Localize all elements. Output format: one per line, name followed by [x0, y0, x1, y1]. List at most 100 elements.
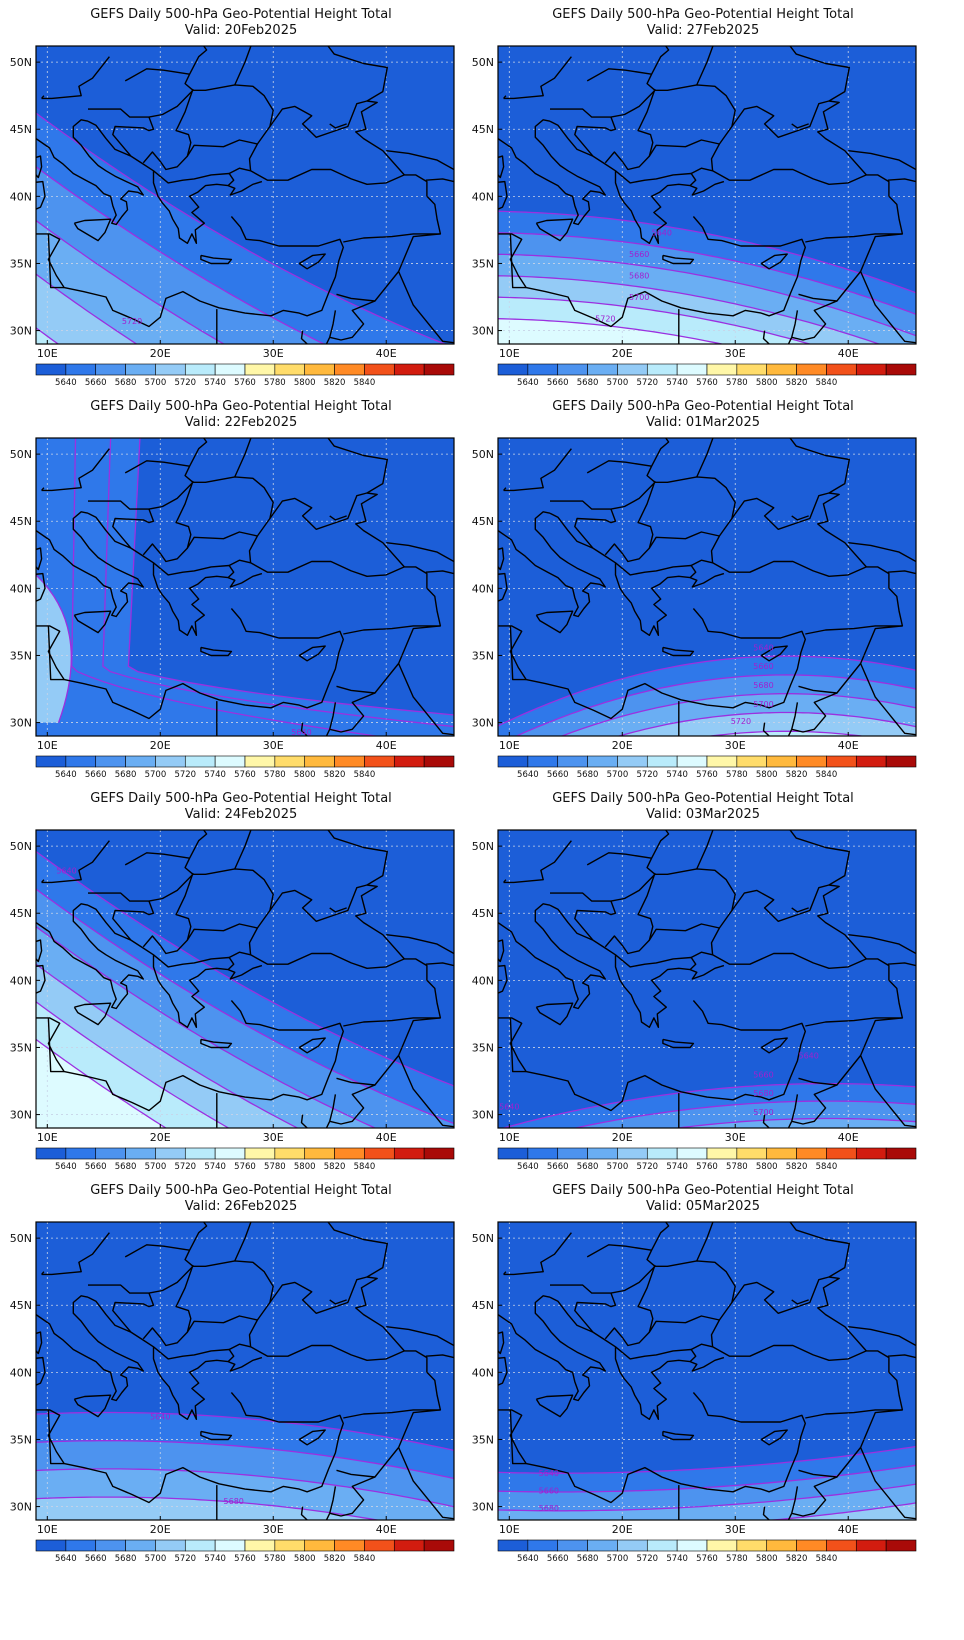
coastline	[142, 935, 188, 955]
contour-label: 5680	[224, 1497, 244, 1506]
colorbar-swatch	[826, 1539, 857, 1552]
coastline	[690, 559, 713, 567]
lon-tick-label: 10E	[499, 347, 520, 360]
coastline	[710, 100, 867, 185]
lon-tick-label: 20E	[612, 347, 633, 360]
coastline	[248, 884, 405, 969]
lon-tick-label: 30E	[263, 1131, 284, 1144]
coastline	[498, 964, 508, 994]
height-band	[619, 712, 916, 736]
colorbar-label: 5700	[145, 1162, 167, 1172]
coastline	[604, 151, 650, 171]
colorbar-label: 5760	[696, 770, 718, 780]
colorbar-swatch	[855, 363, 887, 376]
coastline	[248, 100, 405, 185]
colorbar-swatch	[334, 755, 365, 768]
coastline	[498, 1356, 508, 1386]
coastline	[805, 1350, 904, 1419]
contour-label: 5640	[499, 1103, 519, 1112]
colorbar-swatch	[557, 1539, 588, 1552]
lon-tick-label: 40E	[376, 1523, 397, 1536]
contour-line	[498, 1483, 916, 1512]
panel-title: GEFS Daily 500-hPa Geo-Potential Height …	[552, 1183, 854, 1198]
coastline	[327, 830, 388, 886]
lat-tick-label: 35N	[10, 1041, 32, 1054]
lat-tick-label: 50N	[10, 1232, 32, 1245]
contour-line	[36, 850, 454, 1087]
coastline	[498, 1000, 806, 1112]
colorbar-swatch	[274, 1147, 306, 1160]
coastline	[696, 1222, 714, 1262]
map-plot-area: 5640 5660 5680	[498, 1222, 916, 1520]
coastline	[915, 148, 916, 149]
lat-tick-label: 40N	[10, 190, 32, 203]
colorbar-label: 5760	[234, 378, 256, 388]
colorbar-label: 5800	[294, 770, 316, 780]
lon-tick-label: 40E	[376, 1131, 397, 1144]
colorbar-label: 5680	[115, 1162, 137, 1172]
coastline	[760, 1037, 788, 1054]
coastline	[805, 566, 904, 635]
colorbar-swatch	[95, 755, 126, 768]
lon-tick-label: 30E	[725, 739, 746, 752]
coastline	[73, 218, 112, 242]
coastline	[646, 438, 670, 483]
coastline	[535, 1394, 574, 1418]
coastline	[184, 438, 208, 483]
coastline	[549, 1296, 725, 1420]
lat-tick-label: 45N	[472, 123, 494, 136]
coastline	[549, 904, 725, 1028]
colorbar-label: 5740	[204, 378, 226, 388]
map-plot-area: 5660 5680 5700 5640 5640	[498, 830, 916, 1128]
colorbar-label: 5760	[696, 1554, 718, 1564]
coastline	[397, 1447, 454, 1520]
coastline	[425, 178, 454, 183]
colorbar-swatch	[796, 1539, 827, 1552]
coastline	[604, 935, 650, 955]
colorbar-swatch	[646, 1147, 678, 1160]
coastline	[791, 1486, 799, 1514]
colorbar-swatch	[617, 1539, 648, 1552]
coastline	[586, 68, 652, 82]
colorbar-label: 5780	[264, 1554, 286, 1564]
coastline	[329, 300, 376, 341]
colorbar-swatch	[125, 755, 156, 768]
coastline	[696, 830, 714, 870]
coastline	[791, 692, 838, 733]
coastline	[574, 508, 617, 549]
colorbar-swatch	[155, 1147, 186, 1160]
coastline	[425, 962, 454, 967]
colorbar-label: 5800	[294, 1554, 316, 1564]
coastline	[327, 1222, 388, 1278]
map-svg: GEFS Daily 500-hPa Geo-Potential Height …	[472, 7, 917, 388]
lat-tick-label: 50N	[472, 56, 494, 69]
colorbar-swatch	[646, 1539, 678, 1552]
contour-label: 5660	[629, 250, 649, 259]
contour-line	[498, 232, 916, 315]
colorbar-swatch	[587, 1539, 618, 1552]
plot-frame	[35, 437, 455, 737]
lon-tick-label: 10E	[37, 1131, 58, 1144]
colorbar-swatch	[274, 1539, 306, 1552]
plot-frame	[35, 829, 455, 1129]
lat-tick-label: 50N	[10, 448, 32, 461]
height-band	[36, 1497, 378, 1520]
colorbar-label: 5820	[786, 1554, 808, 1564]
coastline	[300, 722, 331, 736]
colorbar-swatch	[364, 1539, 395, 1552]
coastline	[503, 487, 507, 491]
colorbar-label: 5780	[726, 770, 748, 780]
lon-tick-label: 20E	[612, 1523, 633, 1536]
colorbar-label: 5780	[264, 1162, 286, 1172]
colorbar-label: 5820	[324, 378, 346, 388]
colorbar-label: 5660	[85, 378, 107, 388]
colorbar-swatch	[736, 363, 768, 376]
coastline	[327, 46, 388, 102]
coastline	[498, 511, 606, 618]
coastline	[397, 663, 454, 736]
coastline	[498, 1392, 806, 1504]
colorbar-swatch	[885, 363, 917, 376]
coastline	[175, 88, 258, 157]
lat-tick-label: 30N	[472, 717, 494, 730]
lat-tick-label: 30N	[472, 1501, 494, 1514]
